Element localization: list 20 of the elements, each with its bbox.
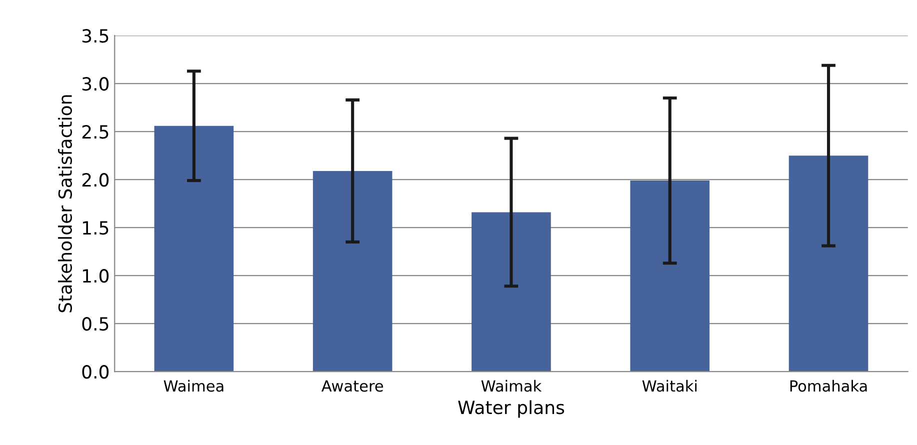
x-tick-label: Awatere	[321, 380, 383, 392]
y-tick-label: 1.5	[83, 221, 108, 235]
x-tick-label: Waimak	[481, 380, 542, 392]
bar	[472, 212, 551, 372]
x-tick-label: Waitaki	[642, 380, 697, 392]
bar	[630, 180, 710, 372]
y-tick-label: 3.5	[82, 29, 108, 43]
x-tick-label: Waimea	[164, 380, 224, 392]
y-tick-label: 1.0	[83, 269, 109, 283]
y-tick-label: 2.5	[82, 125, 108, 139]
bar	[154, 126, 234, 372]
y-tick-label: 0.0	[82, 365, 109, 379]
bar	[788, 156, 868, 372]
y-axis-title: Stakeholder Satisfaction	[58, 95, 72, 312]
x-axis-title: Water plans	[458, 400, 564, 418]
bar	[312, 170, 392, 372]
y-tick-label: 0.5	[82, 317, 108, 331]
x-tick-label: Pomahaka	[790, 380, 867, 392]
y-tick-label: 2.0	[82, 173, 109, 187]
y-tick-label: 3.0	[82, 77, 109, 91]
